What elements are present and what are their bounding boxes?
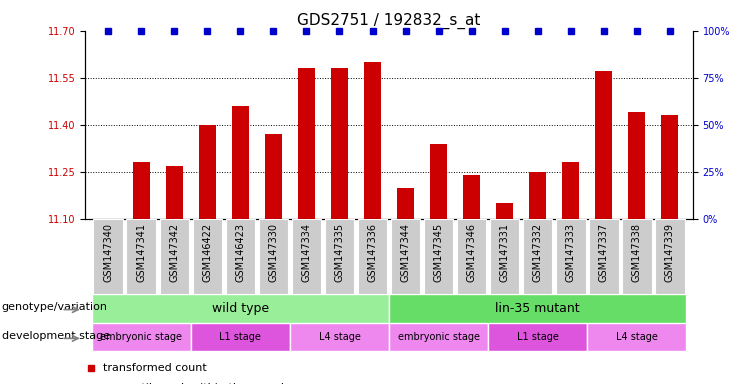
Text: GSM147330: GSM147330 <box>268 223 279 281</box>
Bar <box>265 134 282 219</box>
Text: percentile rank within the sample: percentile rank within the sample <box>104 383 291 384</box>
Text: GSM147334: GSM147334 <box>302 223 311 281</box>
Text: GSM147340: GSM147340 <box>103 223 113 281</box>
Bar <box>365 62 381 219</box>
Bar <box>622 219 651 294</box>
Text: GSM147344: GSM147344 <box>401 223 411 281</box>
Bar <box>424 219 453 294</box>
Bar <box>655 219 685 294</box>
Bar <box>193 219 222 294</box>
Bar <box>529 172 546 219</box>
Text: GSM147338: GSM147338 <box>631 223 642 281</box>
Text: L1 stage: L1 stage <box>219 332 262 342</box>
Bar <box>522 219 553 294</box>
Bar <box>556 219 585 294</box>
Bar <box>127 219 156 294</box>
Bar <box>199 125 216 219</box>
Bar <box>662 115 678 219</box>
Bar <box>292 219 322 294</box>
Title: GDS2751 / 192832_s_at: GDS2751 / 192832_s_at <box>297 13 481 29</box>
Text: L1 stage: L1 stage <box>516 332 559 342</box>
Bar <box>166 166 182 219</box>
Bar <box>93 219 123 294</box>
Text: GSM147335: GSM147335 <box>334 223 345 282</box>
Text: GSM147337: GSM147337 <box>599 223 608 282</box>
Bar <box>628 112 645 219</box>
Bar <box>490 219 519 294</box>
Bar <box>389 323 488 351</box>
Text: transformed count: transformed count <box>104 363 207 373</box>
Text: GSM146422: GSM146422 <box>202 223 213 282</box>
Bar <box>232 106 249 219</box>
Text: GSM147345: GSM147345 <box>433 223 444 282</box>
Text: GSM147341: GSM147341 <box>136 223 147 281</box>
Bar <box>331 68 348 219</box>
Bar <box>596 71 612 219</box>
Bar <box>562 162 579 219</box>
Bar <box>133 162 150 219</box>
Text: GSM146423: GSM146423 <box>236 223 245 281</box>
Bar <box>589 219 619 294</box>
Text: genotype/variation: genotype/variation <box>1 302 107 312</box>
Bar <box>298 68 315 219</box>
Bar <box>92 294 389 323</box>
Text: L4 stage: L4 stage <box>616 332 657 342</box>
Text: GSM147332: GSM147332 <box>533 223 542 282</box>
Bar <box>496 203 513 219</box>
Bar <box>391 219 420 294</box>
Text: GSM147339: GSM147339 <box>665 223 675 281</box>
Bar <box>488 323 587 351</box>
Text: embryonic stage: embryonic stage <box>100 332 182 342</box>
Text: GSM147336: GSM147336 <box>368 223 377 281</box>
Bar <box>456 219 486 294</box>
Bar <box>389 294 686 323</box>
Text: wild type: wild type <box>212 302 269 314</box>
Bar <box>159 219 189 294</box>
Text: lin-35 mutant: lin-35 mutant <box>495 302 580 314</box>
Text: GSM147346: GSM147346 <box>467 223 476 281</box>
Bar <box>431 144 447 219</box>
Bar <box>290 323 389 351</box>
Text: L4 stage: L4 stage <box>319 332 360 342</box>
Text: development stage: development stage <box>1 331 110 341</box>
Bar <box>92 323 191 351</box>
Bar <box>397 187 413 219</box>
Bar <box>225 219 256 294</box>
Bar <box>325 219 354 294</box>
Bar <box>587 323 686 351</box>
Text: embryonic stage: embryonic stage <box>398 332 479 342</box>
Text: GSM147342: GSM147342 <box>170 223 179 282</box>
Text: GSM147331: GSM147331 <box>499 223 510 281</box>
Bar <box>463 175 480 219</box>
Text: GSM147333: GSM147333 <box>565 223 576 281</box>
Bar <box>358 219 388 294</box>
Bar <box>191 323 290 351</box>
Bar <box>259 219 288 294</box>
